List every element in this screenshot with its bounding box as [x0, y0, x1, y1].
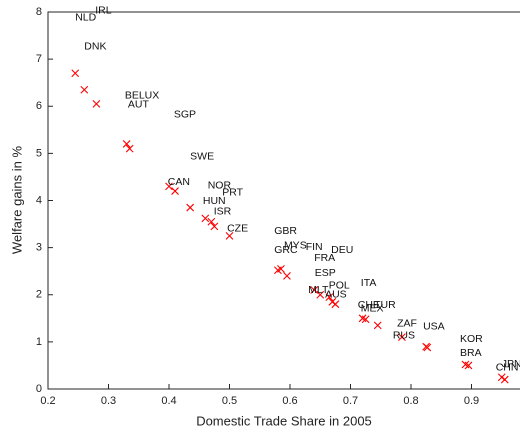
point-label: USA	[423, 321, 445, 333]
y-tick-label: 6	[36, 100, 42, 112]
point	[225, 231, 234, 240]
point-label: KOR	[460, 333, 483, 345]
x-tick-label: 0.3	[101, 395, 116, 407]
y-tick-label: 4	[36, 194, 42, 206]
point-label: JPN	[502, 358, 520, 370]
point	[171, 187, 179, 195]
point-label: ITA	[361, 277, 377, 289]
point-label: CZE	[227, 223, 248, 235]
point	[125, 144, 134, 153]
x-tick-label: 0.7	[343, 395, 358, 407]
point-label: ESP	[315, 267, 336, 279]
point-label: MLT	[308, 284, 329, 296]
y-tick-label: 2	[36, 289, 42, 301]
plot-frame	[47, 11, 520, 390]
point-label: GBR	[274, 225, 297, 237]
point-label: BRA	[460, 347, 482, 359]
point-label: PRT	[222, 187, 243, 199]
y-tick-label: 3	[36, 242, 42, 254]
point-label: NLD	[75, 11, 96, 23]
point	[210, 222, 219, 231]
y-tick-label: 8	[36, 6, 42, 18]
point	[207, 217, 216, 226]
x-tick-label: 0.4	[161, 395, 176, 407]
point-label: IRL	[95, 4, 112, 16]
point-label: FIN	[306, 241, 323, 253]
point-label: TUR	[374, 299, 396, 311]
point	[80, 85, 89, 94]
point	[361, 315, 370, 324]
point-label: RUS	[393, 330, 415, 342]
point	[283, 272, 291, 280]
x-tick-label: 0.2	[40, 395, 55, 407]
point-label: AUS	[325, 289, 347, 301]
point-label: GRC	[274, 244, 298, 256]
point-label: MEX	[361, 303, 384, 315]
point-label: HUN	[203, 195, 226, 207]
point	[122, 140, 131, 148]
x-tick-label: 0.5	[222, 395, 237, 407]
point	[277, 264, 285, 273]
point-label: CAN	[168, 176, 190, 188]
point	[423, 343, 432, 352]
point	[464, 361, 473, 370]
point	[71, 69, 80, 78]
point-label: FRA	[314, 252, 335, 264]
point	[92, 100, 101, 108]
point-label: MYS	[284, 240, 307, 252]
x-axis-title: Domestic Trade Share in 2005	[196, 413, 372, 428]
point	[201, 214, 210, 223]
y-tick-label: 0	[36, 383, 42, 395]
point	[165, 182, 173, 191]
y-axis-title: Welfare gains in %	[9, 145, 24, 254]
point-label: CHN	[496, 362, 519, 374]
y-tick-label: 5	[36, 147, 42, 159]
point-label: SWE	[190, 150, 214, 162]
x-tick-label: 0.8	[403, 395, 418, 407]
point	[316, 290, 325, 299]
point	[500, 375, 509, 384]
x-tick-label: 0.6	[282, 395, 297, 407]
point-label: DNK	[84, 41, 106, 53]
point-label: NOR	[208, 180, 232, 192]
point-label: ISR	[214, 206, 232, 218]
point	[398, 333, 406, 342]
point	[325, 293, 334, 301]
y-tick-label: 7	[36, 53, 42, 65]
x-tick-label: 0.9	[464, 395, 479, 407]
y-tick-label: 1	[36, 336, 42, 348]
point-label: ZAF	[397, 318, 417, 330]
point-label: POL	[329, 280, 350, 292]
point-label: SGP	[174, 109, 196, 121]
point	[331, 300, 340, 309]
point-label: BELUX	[125, 90, 159, 102]
point	[373, 321, 382, 330]
point-label: DEU	[331, 244, 353, 256]
point-label: CHE	[358, 299, 380, 311]
point-label: AUT	[128, 99, 150, 111]
point	[186, 203, 195, 212]
point	[310, 286, 319, 294]
